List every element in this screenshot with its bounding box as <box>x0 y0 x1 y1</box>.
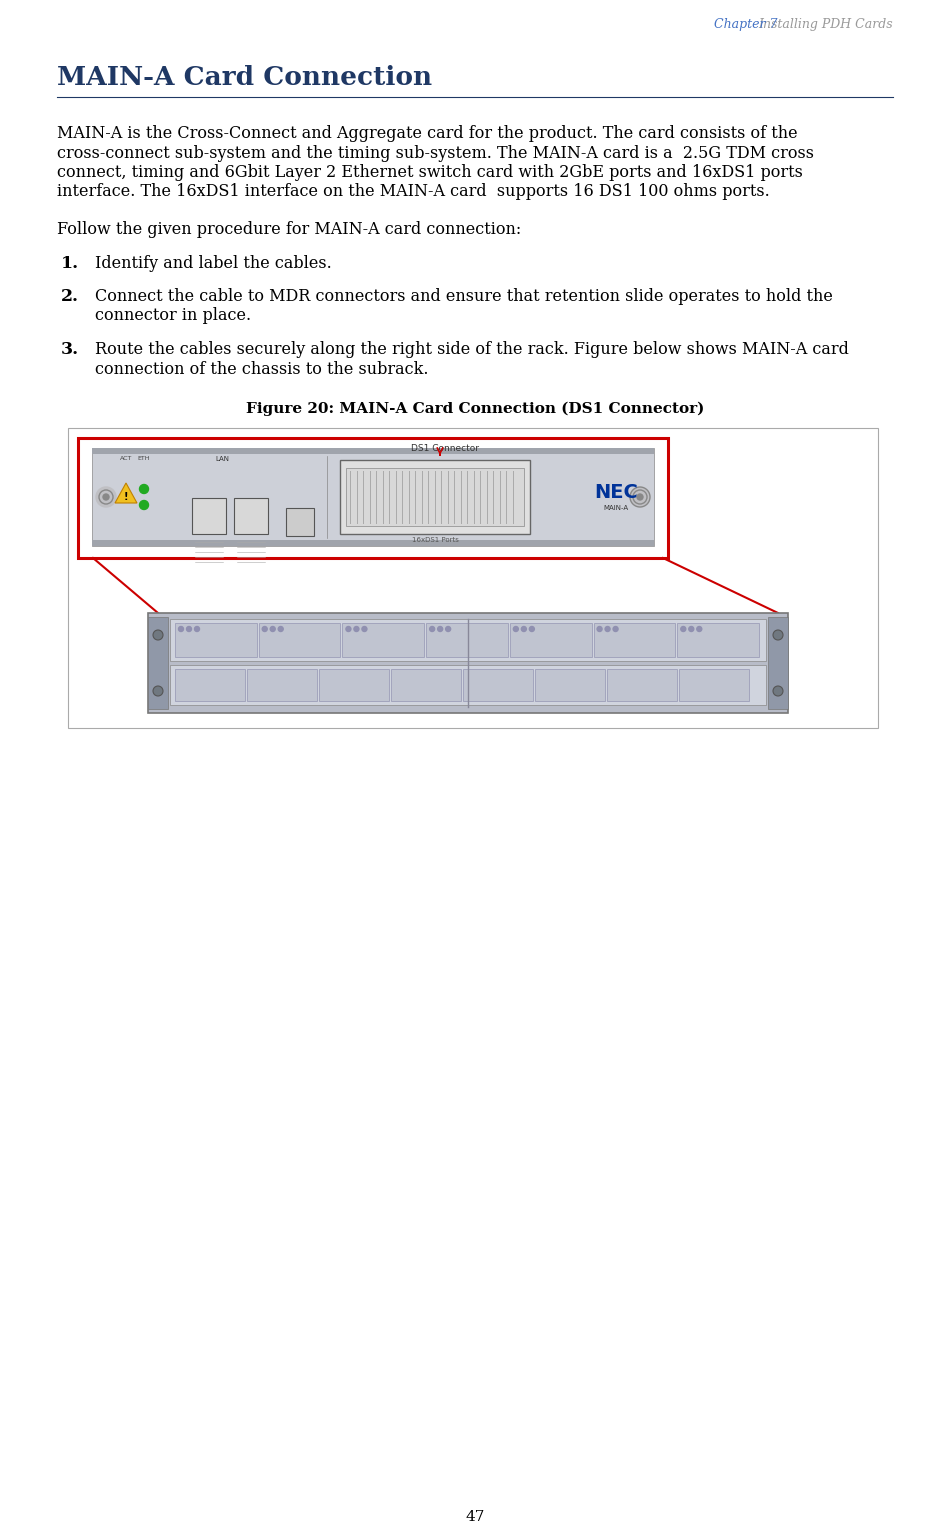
Text: MAIN-A: MAIN-A <box>604 505 629 511</box>
Bar <box>175 623 257 657</box>
Circle shape <box>773 686 783 696</box>
Bar <box>510 623 592 657</box>
Text: Identify and label the cables.: Identify and label the cables. <box>95 255 332 272</box>
Circle shape <box>605 626 611 632</box>
Bar <box>426 623 508 657</box>
Text: ETH: ETH <box>138 456 150 462</box>
Bar <box>92 448 654 454</box>
Bar <box>346 468 524 526</box>
Bar <box>92 448 654 546</box>
Bar <box>259 623 340 657</box>
Text: !: ! <box>124 492 128 502</box>
Bar <box>535 669 605 701</box>
Circle shape <box>521 626 526 632</box>
Circle shape <box>773 630 783 640</box>
Circle shape <box>354 626 359 632</box>
Bar <box>78 439 668 558</box>
Bar <box>342 623 424 657</box>
Circle shape <box>140 485 148 494</box>
Bar <box>192 499 226 534</box>
Text: Chapter 7: Chapter 7 <box>714 18 782 31</box>
Text: 2.: 2. <box>61 288 79 305</box>
Circle shape <box>681 626 686 632</box>
Circle shape <box>630 486 650 508</box>
Bar <box>247 669 317 701</box>
Bar <box>148 617 168 709</box>
Circle shape <box>437 626 442 632</box>
Circle shape <box>153 630 163 640</box>
Text: Connect the cable to MDR connectors and ensure that retention slide operates to : Connect the cable to MDR connectors and … <box>95 288 833 305</box>
Bar <box>148 614 788 713</box>
Text: 3.: 3. <box>61 341 79 357</box>
Text: ACT: ACT <box>120 456 132 462</box>
Text: 47: 47 <box>466 1509 485 1523</box>
Bar <box>92 540 654 546</box>
Circle shape <box>262 626 267 632</box>
Circle shape <box>697 626 702 632</box>
Circle shape <box>430 626 435 632</box>
Circle shape <box>362 626 367 632</box>
Text: MAIN-A Card Connection: MAIN-A Card Connection <box>57 64 432 91</box>
Circle shape <box>96 486 116 508</box>
Bar <box>234 499 268 534</box>
Circle shape <box>270 626 275 632</box>
Text: connect, timing and 6Gbit Layer 2 Ethernet switch card with 2GbE ports and 16xDS: connect, timing and 6Gbit Layer 2 Ethern… <box>57 164 803 181</box>
Text: MAIN-A is the Cross-Connect and Aggregate card for the product. The card consist: MAIN-A is the Cross-Connect and Aggregat… <box>57 124 798 143</box>
Circle shape <box>633 489 647 505</box>
Circle shape <box>446 626 451 632</box>
Bar <box>679 669 749 701</box>
Text: Installing PDH Cards: Installing PDH Cards <box>758 18 893 31</box>
Text: Figure 20: MAIN-A Card Connection (DS1 Connector): Figure 20: MAIN-A Card Connection (DS1 C… <box>246 402 705 416</box>
Bar <box>170 666 766 706</box>
Text: NEC: NEC <box>594 483 638 502</box>
Text: connector in place.: connector in place. <box>95 307 251 325</box>
Text: Follow the given procedure for MAIN-A card connection:: Follow the given procedure for MAIN-A ca… <box>57 221 521 238</box>
Circle shape <box>689 626 694 632</box>
Circle shape <box>279 626 283 632</box>
Bar <box>593 623 675 657</box>
Bar <box>677 623 759 657</box>
Circle shape <box>514 626 518 632</box>
Circle shape <box>140 500 148 509</box>
Text: DS1 Connector: DS1 Connector <box>411 443 479 453</box>
Bar <box>768 617 788 709</box>
Bar <box>340 460 530 534</box>
Bar <box>607 669 677 701</box>
Bar <box>175 669 245 701</box>
Circle shape <box>186 626 191 632</box>
Circle shape <box>530 626 534 632</box>
Text: LAN: LAN <box>215 456 229 462</box>
Circle shape <box>103 494 109 500</box>
Polygon shape <box>115 483 137 503</box>
Text: cross-connect sub-system and the timing sub-system. The MAIN-A card is a  2.5G T: cross-connect sub-system and the timing … <box>57 144 814 161</box>
Circle shape <box>153 686 163 696</box>
Circle shape <box>613 626 618 632</box>
Bar <box>68 428 878 729</box>
Text: interface. The 16xDS1 interface on the MAIN-A card  supports 16 DS1 100 ohms por: interface. The 16xDS1 interface on the M… <box>57 184 769 201</box>
Bar <box>391 669 461 701</box>
Circle shape <box>179 626 184 632</box>
Text: Route the cables securely along the right side of the rack. Figure below shows M: Route the cables securely along the righ… <box>95 341 849 357</box>
Circle shape <box>346 626 351 632</box>
Text: 1.: 1. <box>61 255 79 272</box>
Bar <box>286 508 314 535</box>
Circle shape <box>597 626 602 632</box>
Bar <box>170 620 766 661</box>
Text: 16xDS1 Ports: 16xDS1 Ports <box>412 537 458 543</box>
Bar <box>463 669 533 701</box>
Text: connection of the chassis to the subrack.: connection of the chassis to the subrack… <box>95 360 429 377</box>
Circle shape <box>195 626 200 632</box>
Circle shape <box>637 494 643 500</box>
Bar <box>319 669 389 701</box>
